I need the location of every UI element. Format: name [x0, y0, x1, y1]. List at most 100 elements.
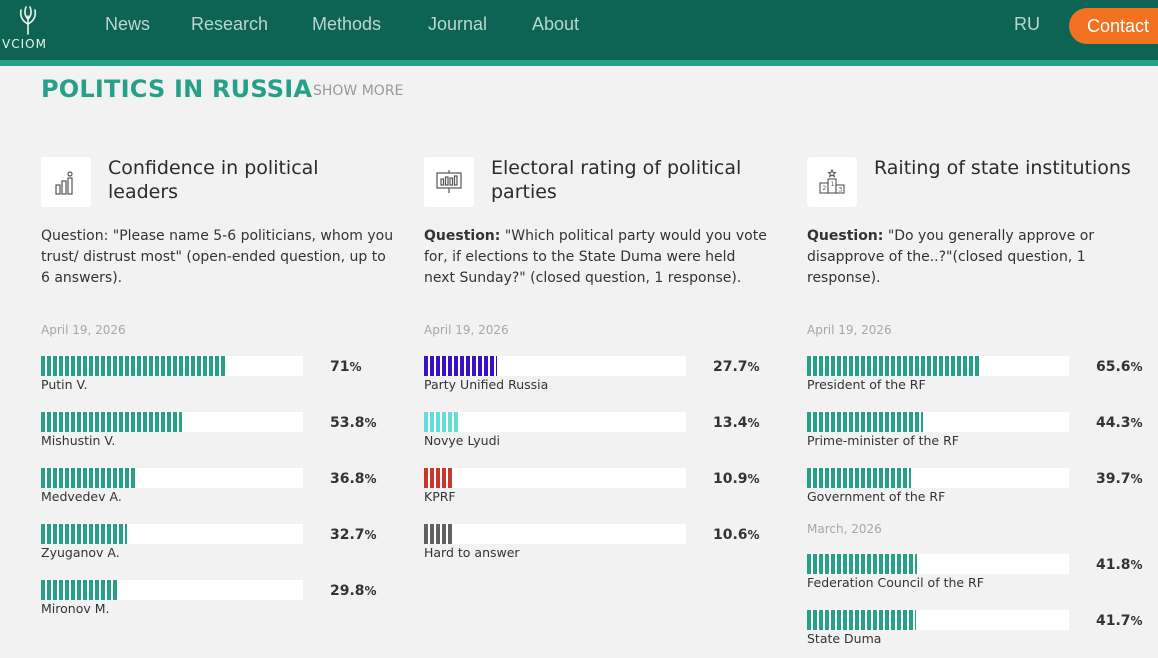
bar-value: 10.9%	[713, 471, 760, 487]
percent-sign: %	[1130, 614, 1143, 628]
section-title: POLITICS IN RUSSIA	[41, 75, 313, 103]
percent-sign: %	[1130, 416, 1143, 430]
card-title-line: parties	[491, 181, 557, 203]
top-navigation-bar	[0, 0, 1158, 60]
bar-fill	[41, 580, 119, 600]
card-question-confidence: Question: "Please name 5-6 politicians, …	[41, 228, 394, 286]
card-title-line: leaders	[108, 181, 179, 203]
language-switch[interactable]: RU	[1014, 14, 1040, 34]
bar-row: Medvedev A. 36.8%	[41, 468, 381, 512]
bar-value-number: 32.7	[330, 527, 365, 543]
bar-value-number: 53.8	[330, 415, 365, 431]
contact-button[interactable]: Contact	[1069, 8, 1158, 44]
bar-label: Party Unified Russia	[424, 377, 549, 392]
bar-fill	[807, 468, 911, 488]
bar-value-number: 41.8	[1096, 557, 1131, 573]
bar-fill	[41, 356, 227, 376]
bar-value-number: 65.6	[1096, 359, 1131, 375]
card-title-line: Electoral rating of political	[491, 157, 742, 179]
bar-fill	[424, 356, 497, 376]
vciom-logo[interactable]: VCIOM	[0, 4, 62, 51]
percent-sign: %	[1130, 558, 1143, 572]
bar-value: 53.8%	[330, 415, 377, 431]
card-title-line: Raiting of state institutions	[874, 157, 1131, 179]
bar-track	[424, 412, 686, 432]
bar-value: 32.7%	[330, 527, 377, 543]
question-text: "Do you generally approve or disapprove …	[807, 228, 1095, 286]
bar-value: 36.8%	[330, 471, 377, 487]
nav-journal[interactable]: Journal	[428, 14, 488, 34]
show-more-link[interactable]: SHOW MORE	[313, 83, 404, 99]
bar-fill	[807, 554, 917, 574]
percent-sign: %	[747, 360, 760, 374]
card-date: April 19, 2026	[41, 323, 126, 337]
bar-row: Federation Council of the RF 41.8%	[807, 554, 1147, 598]
bar-value: 44.3%	[1096, 415, 1143, 431]
bar-value: 27.7%	[713, 359, 760, 375]
logo-text: VCIOM	[2, 37, 47, 51]
bar-label: Prime-minister of the RF	[807, 433, 959, 448]
bar-track	[807, 412, 1069, 432]
question-prefix: Question:	[807, 228, 884, 244]
percent-sign: %	[364, 416, 377, 430]
bar-fill	[41, 412, 182, 432]
bar-label: Federation Council of the RF	[807, 575, 984, 590]
percent-sign: %	[1130, 472, 1143, 486]
bar-fill	[807, 412, 923, 432]
bar-row: Putin V. 71%	[41, 356, 381, 400]
bar-row: President of the RF 65.6%	[807, 356, 1147, 400]
people-bars-icon	[41, 157, 91, 207]
card-date: April 19, 2026	[424, 323, 509, 337]
bar-row: Zyuganov A. 32.7%	[41, 524, 381, 568]
bar-row: Novye Lyudi 13.4%	[424, 412, 764, 456]
question-text: "Which political party would you vote fo…	[424, 228, 767, 286]
card-question-institutions: Question: "Do you generally approve or d…	[807, 226, 1147, 289]
bar-label: Putin V.	[41, 377, 88, 392]
card-title-line: Confidence in political	[108, 157, 319, 179]
bar-row: KPRF 10.9%	[424, 468, 764, 512]
percent-sign: %	[364, 528, 377, 542]
nav-methods[interactable]: Methods	[312, 14, 382, 34]
bar-track	[424, 356, 686, 376]
bar-row: Mishustin V. 53.8%	[41, 412, 381, 456]
bar-track	[424, 468, 686, 488]
nav-about[interactable]: About	[532, 14, 580, 34]
card-date: April 19, 2026	[807, 323, 892, 337]
bar-value-number: 41.7	[1096, 613, 1131, 629]
question-prefix: Question:	[424, 228, 501, 244]
bar-row: Government of the RF 39.7%	[807, 468, 1147, 512]
bar-track	[807, 610, 1069, 630]
bar-row: Mironov M. 29.8%	[41, 580, 381, 624]
bar-value: 41.8%	[1096, 557, 1143, 573]
bar-label: Hard to answer	[424, 545, 520, 560]
bar-fill	[41, 468, 137, 488]
bar-label: State Duma	[807, 631, 882, 646]
svg-text:3: 3	[839, 187, 843, 194]
bar-value-number: 29.8	[330, 583, 365, 599]
bar-fill	[807, 610, 916, 630]
percent-sign: %	[364, 584, 377, 598]
bar-row: State Duma 41.7%	[807, 610, 1147, 654]
bar-track	[807, 554, 1069, 574]
nav-research[interactable]: Research	[191, 14, 269, 34]
percent-sign: %	[364, 472, 377, 486]
bar-label: Mishustin V.	[41, 433, 116, 448]
bar-value-number: 71	[330, 359, 350, 375]
tree-logo-icon	[19, 6, 37, 35]
card-title-institutions: Raiting of state institutions	[874, 156, 1158, 180]
bar-fill	[41, 524, 127, 544]
nav-news[interactable]: News	[105, 14, 151, 34]
bar-value-number: 10.6	[713, 527, 748, 543]
presentation-board-icon	[424, 157, 474, 207]
bar-value: 13.4%	[713, 415, 760, 431]
card-title-confidence: Confidence in political leaders	[108, 156, 388, 204]
svg-text:1: 1	[831, 181, 835, 188]
percent-sign: %	[349, 360, 362, 374]
bar-track	[41, 524, 303, 544]
bar-value-number: 27.7	[713, 359, 748, 375]
bar-label: Mironov M.	[41, 601, 110, 616]
bar-value: 10.6%	[713, 527, 760, 543]
bar-track	[41, 580, 303, 600]
bar-label: KPRF	[424, 489, 456, 504]
card-date: March, 2026	[807, 522, 882, 536]
